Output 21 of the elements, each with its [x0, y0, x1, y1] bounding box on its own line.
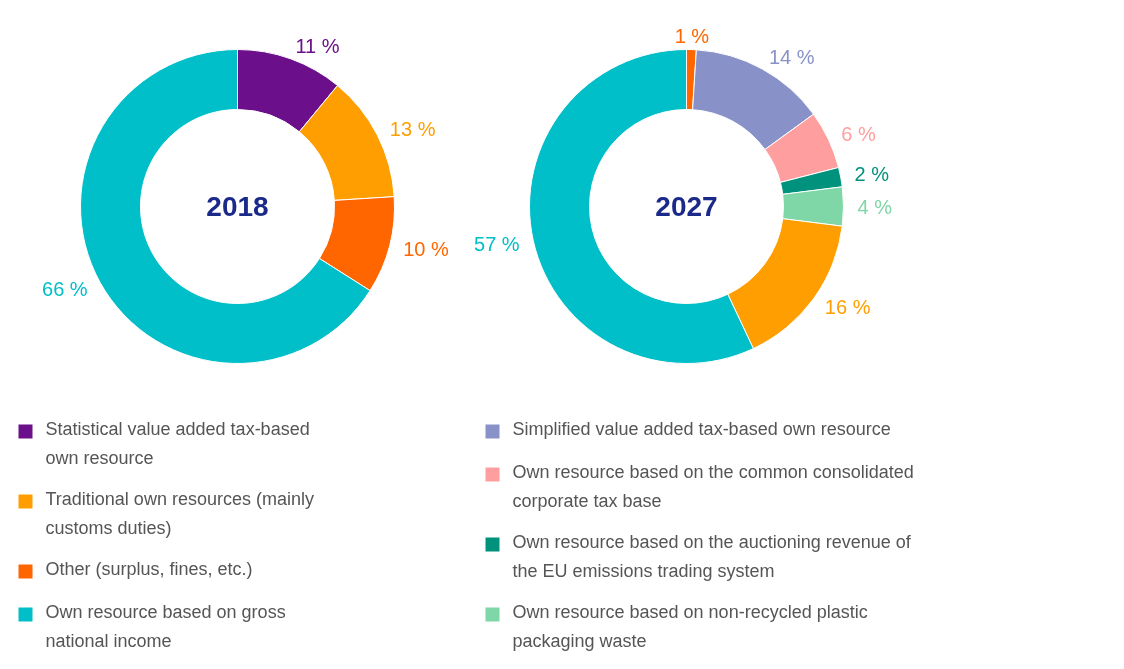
- data-label: 2 %: [854, 163, 890, 186]
- legend-label: Own resource based on the auctioning revenue of the EU emissions trading system: [512, 531, 912, 581]
- data-label: 1 %: [674, 24, 710, 47]
- text: 2018: [206, 191, 269, 222]
- legend-label: Simplified value added tax-based own resource: [512, 418, 891, 439]
- legend-label: Other (surplus, fines, etc.): [45, 558, 253, 579]
- data-label: 10 %: [403, 238, 449, 261]
- legend-label: Statistical value added tax-based own resource: [45, 418, 310, 468]
- data-label: 16 %: [824, 296, 871, 319]
- legend-label: Own resource based on non-recycled plastic packaging waste: [512, 601, 868, 651]
- legend-label: Own resource based on gross national income: [45, 601, 286, 651]
- data-label: 13 %: [389, 117, 436, 140]
- data-label: 11 %: [295, 34, 340, 57]
- data-label: 14 %: [768, 45, 815, 68]
- data-label: 4 %: [857, 195, 893, 218]
- data-label: 6 %: [841, 122, 876, 145]
- text: 2027: [655, 191, 718, 222]
- data-label: 66 %: [42, 277, 88, 300]
- data-label: 57 %: [474, 232, 520, 255]
- legend-label: Traditional own resources (mainly customs duties): [45, 488, 314, 538]
- legend-label: Own resource based on the common consolidated corporate tax base: [512, 461, 914, 511]
